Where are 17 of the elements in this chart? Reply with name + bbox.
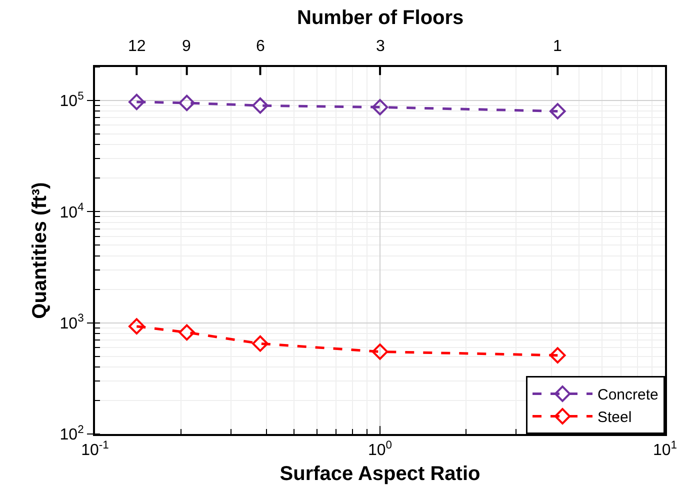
x2-axis-title: Number of Floors: [297, 7, 464, 29]
annotation: 6: [256, 38, 265, 55]
x-tick-label: 10$^{0}$: [368, 439, 392, 460]
annotation: 9: [182, 38, 191, 55]
legend-label: Concrete: [598, 386, 658, 404]
y-tick-label: 10$^{3}$: [60, 312, 84, 332]
y-tick-label: 10$^{5}$: [60, 90, 84, 110]
x-axis-title: Surface Aspect Ratio: [280, 463, 480, 486]
y-axis-title: Quantities (ft³): [28, 182, 51, 319]
y-tick-label: 10$^{4}$: [60, 202, 84, 222]
x-tick-label: 10$^{1}$: [652, 439, 678, 460]
legend-label: Steel: [598, 409, 632, 426]
annotation: 1: [553, 38, 562, 55]
y-tick-label: 10$^{2}$: [60, 424, 84, 444]
annotation: 12: [128, 38, 146, 55]
x-tick-label: 10$^{-1}$: [81, 439, 109, 460]
annotation: 3: [376, 38, 385, 55]
